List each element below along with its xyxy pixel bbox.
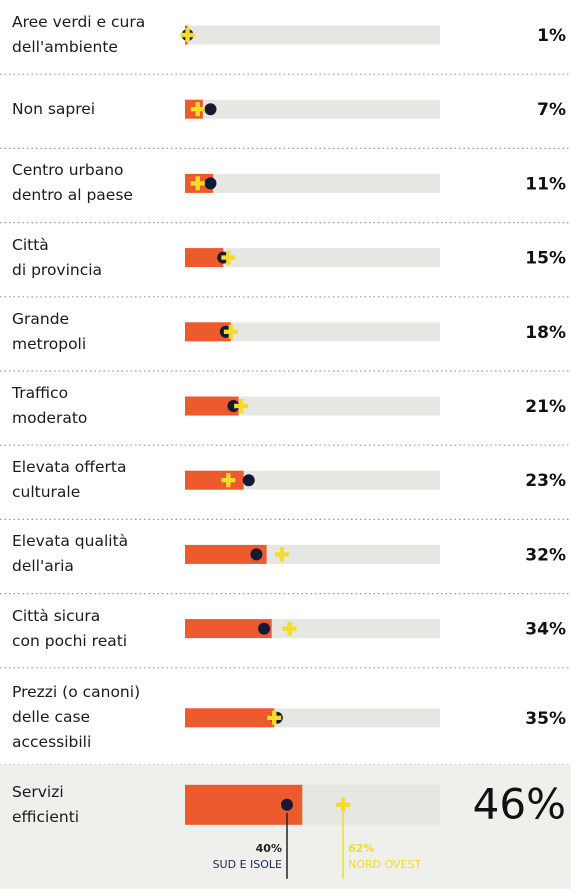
category-label: Centro urbano dentro al paese: [12, 161, 133, 205]
dot-marker: [242, 474, 255, 487]
value-label: 23%: [525, 471, 566, 491]
cross-marker: [336, 797, 351, 812]
cross-marker: [274, 547, 289, 562]
cross-marker: [267, 710, 282, 725]
track: [185, 173, 440, 193]
category-label: Aree verdi e cura dell'ambiente: [12, 13, 146, 56]
value-label: 21%: [525, 397, 566, 417]
category-label: Città di provincia: [12, 235, 103, 279]
cross-marker: [190, 102, 205, 117]
track: [185, 99, 440, 119]
bar: [185, 544, 267, 564]
category-label: Grande metropoli: [12, 309, 87, 353]
cross-marker: [190, 176, 205, 191]
bar: [185, 248, 224, 268]
dot-marker: [258, 622, 271, 635]
category-label: Traffico moderato: [12, 384, 88, 427]
dot-marker: [250, 548, 263, 561]
value-label: 1%: [537, 26, 566, 46]
value-label: 34%: [525, 620, 566, 640]
value-label: 7%: [537, 100, 566, 120]
track: [185, 248, 440, 268]
series-value-label: 40%: [256, 842, 282, 855]
bar: [185, 708, 275, 728]
cross-marker: [234, 399, 249, 413]
cross-marker: [221, 250, 236, 265]
category-label: Prezzi (o canoni) delle case accessibili: [12, 683, 141, 752]
value-label: 11%: [525, 174, 566, 194]
bar: [185, 619, 272, 639]
track: [185, 396, 440, 416]
cross-marker: [282, 621, 297, 636]
dot-marker: [204, 103, 217, 116]
series-name: NORD OVEST: [348, 858, 421, 871]
dot-marker: [227, 400, 240, 412]
category-label: Non saprei: [12, 99, 96, 118]
series-name: SUD E ISOLE: [213, 858, 282, 871]
category-label: Elevata offerta culturale: [12, 458, 127, 502]
category-label: Città sicura con pochi reati: [12, 606, 128, 650]
track: [185, 322, 440, 342]
cross-marker: [221, 473, 236, 488]
category-label: Servizi efficienti: [12, 782, 80, 826]
category-label: Elevata qualità dell'aria: [12, 532, 129, 576]
value-label: 15%: [525, 249, 566, 269]
cross-marker: [223, 324, 238, 339]
value-label: 18%: [525, 323, 566, 343]
value-label: 32%: [525, 545, 566, 565]
value-label: 35%: [525, 709, 566, 729]
bar: [185, 322, 231, 342]
dot-marker: [281, 798, 293, 811]
bar: [185, 396, 239, 416]
track: [185, 25, 440, 45]
cross-marker: [180, 28, 195, 42]
dot-marker: [204, 177, 217, 190]
value-label: 46%: [473, 779, 566, 828]
series-value-label: 62%: [348, 842, 374, 855]
